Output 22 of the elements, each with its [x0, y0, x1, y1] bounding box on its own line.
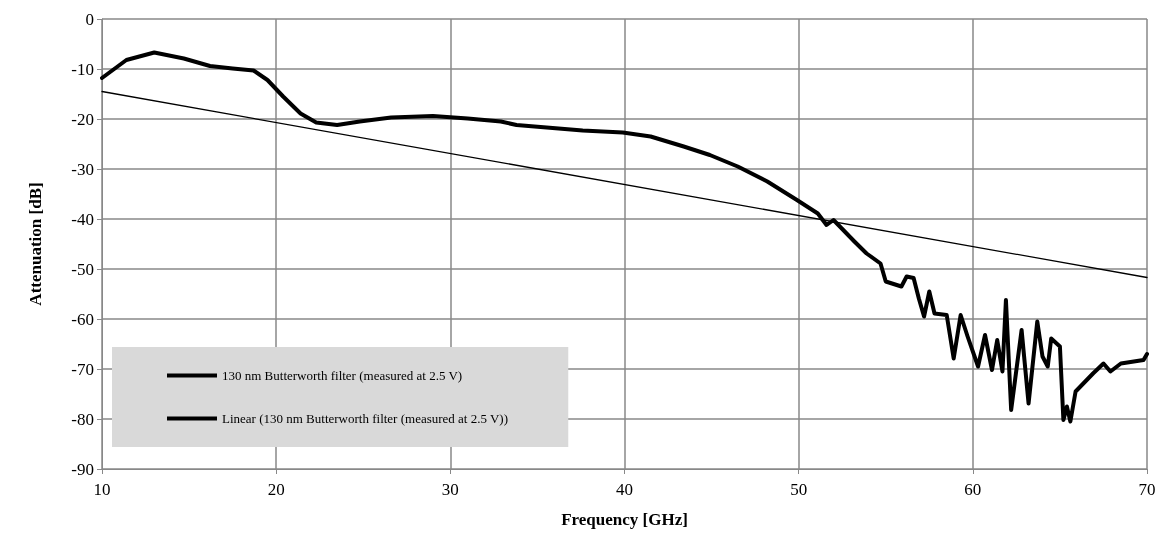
y-tick-label: -50 — [71, 259, 94, 279]
y-tick-label: -60 — [71, 309, 94, 329]
y-tick-label: -30 — [71, 159, 94, 179]
x-tick-label: 20 — [267, 480, 285, 499]
y-axis-title: Attenuation [dB] — [26, 182, 45, 306]
x-tick-label: 70 — [1138, 480, 1156, 499]
x-tick-label: 30 — [441, 480, 459, 499]
y-tick-label: -90 — [71, 459, 94, 479]
y-tick-label: 0 — [85, 9, 94, 29]
x-tick-label: 10 — [93, 480, 111, 499]
y-tick-label: -80 — [71, 409, 94, 429]
x-tick-label: 50 — [790, 480, 808, 499]
x-tick-label: 40 — [616, 480, 633, 499]
y-tick-label: -20 — [71, 109, 94, 129]
y-tick-label: -10 — [71, 59, 94, 79]
x-tick-label: 60 — [964, 480, 982, 499]
x-axis-title: Frequency [GHz] — [561, 510, 688, 529]
legend-label: 130 nm Butterworth filter (measured at 2.5 V) — [222, 368, 463, 383]
legend-label: Linear (130 nm Butterworth filter (measured at 2.5 V)) — [222, 411, 509, 426]
y-tick-label: -40 — [71, 209, 94, 229]
line-series — [100, 50, 1149, 424]
y-tick-label: -70 — [71, 359, 94, 379]
